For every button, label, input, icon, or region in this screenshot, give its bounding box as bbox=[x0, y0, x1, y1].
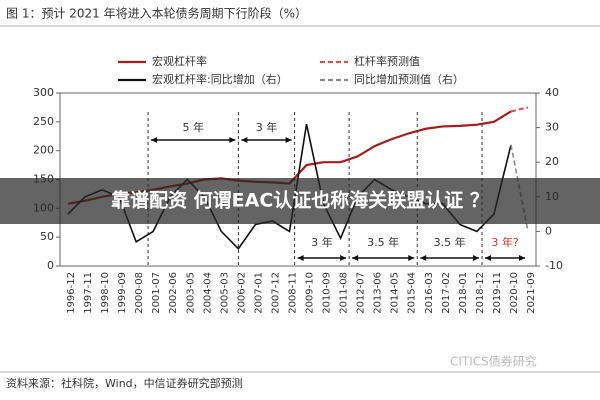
banner: 靠谱配资 何谓EAC认证也称海关联盟认证 ？ bbox=[111, 189, 489, 212]
y2-tick-label: 30 bbox=[545, 121, 559, 134]
arrow-head bbox=[519, 255, 525, 261]
source: 资料来源：社科院，Wind，中信证券研究部预测 bbox=[6, 376, 243, 390]
x-tick-label: 1996-12 bbox=[66, 272, 77, 314]
legend-label: 宏观杠杆率:同比增加（右） bbox=[152, 72, 288, 86]
y-tick-label: 50 bbox=[40, 230, 54, 243]
arrow-head bbox=[229, 137, 236, 143]
arrow-head bbox=[285, 137, 292, 143]
watermark: CITICS债券研究 bbox=[450, 354, 537, 369]
arrow-head bbox=[420, 255, 427, 261]
x-tick-label: 2001-07 bbox=[151, 272, 162, 314]
x-tick-label: 2017-02 bbox=[441, 272, 452, 314]
x-tick-label: 1999-09 bbox=[117, 272, 128, 314]
annotation: 3 年 bbox=[311, 235, 333, 249]
arrow-head bbox=[473, 255, 479, 261]
annotation: 3.5 年 bbox=[434, 235, 466, 249]
x-tick-label: 2015-04 bbox=[407, 272, 418, 314]
series-line bbox=[510, 106, 529, 113]
annotation: 3 年? bbox=[491, 235, 518, 249]
x-tick-label: 2018-01 bbox=[458, 272, 469, 314]
y2-tick-label: 0 bbox=[545, 224, 552, 237]
x-tick-label: 2006-02 bbox=[236, 272, 247, 314]
x-tick-label: 2008-11 bbox=[287, 272, 298, 314]
y2-tick-label: -10 bbox=[545, 259, 563, 272]
x-tick-label: 2019-11 bbox=[492, 272, 503, 314]
x-tick-label: 2016-03 bbox=[424, 272, 435, 314]
legend-label: 宏观杠杆率 bbox=[152, 54, 207, 68]
legend-label: 杠杆率预测值 bbox=[354, 54, 420, 68]
x-tick-label: 2000-08 bbox=[134, 272, 145, 314]
y2-tick-label: 40 bbox=[545, 86, 559, 99]
x-tick-label: 1997-11 bbox=[83, 272, 94, 314]
x-tick-label: 2020-10 bbox=[509, 272, 520, 314]
y2-tick-label: 20 bbox=[545, 155, 559, 168]
arrow-head bbox=[151, 137, 158, 143]
y-tick-label: 250 bbox=[33, 115, 54, 128]
y-tick-label: 200 bbox=[33, 144, 54, 157]
x-tick-label: 2013-06 bbox=[373, 272, 384, 314]
chart-title: 图 1：预计 2021 年将进入本轮债务周期下行阶段（%） bbox=[6, 6, 307, 21]
annotation: 5 年 bbox=[182, 120, 204, 134]
x-tick-label: 2002-06 bbox=[168, 272, 179, 314]
x-tick-label: 2007-12 bbox=[270, 272, 281, 314]
arrow-head bbox=[297, 255, 304, 261]
arrow-head bbox=[352, 255, 359, 261]
x-tick-label: 2014-05 bbox=[390, 272, 401, 314]
banner-bg bbox=[0, 178, 600, 224]
arrow-head bbox=[408, 255, 415, 261]
y-tick-label: 300 bbox=[33, 86, 54, 99]
x-tick-label: 2010-09 bbox=[322, 272, 333, 314]
x-tick-label: 2018-12 bbox=[475, 272, 486, 314]
x-tick-label: 2007-01 bbox=[253, 272, 264, 314]
arrow-head bbox=[340, 255, 347, 261]
x-tick-label: 2009-10 bbox=[305, 272, 316, 314]
arrow-head bbox=[485, 255, 491, 261]
annotation: 3.5 年 bbox=[367, 235, 399, 249]
x-tick-label: 1998-10 bbox=[100, 272, 111, 314]
x-tick-label: 2011-08 bbox=[339, 272, 350, 314]
annotation: 3 年 bbox=[256, 120, 278, 134]
legend-label: 同比增加预测值（右） bbox=[354, 72, 464, 86]
x-tick-label: 2021-09 bbox=[526, 272, 537, 314]
y-tick-label: 0 bbox=[47, 259, 54, 272]
x-tick-label: 2012-07 bbox=[356, 272, 367, 314]
x-tick-label: 2005-03 bbox=[219, 272, 230, 314]
x-tick-label: 2003-05 bbox=[185, 272, 196, 314]
x-tick-label: 2004-04 bbox=[202, 272, 213, 314]
arrow-head bbox=[241, 137, 248, 143]
